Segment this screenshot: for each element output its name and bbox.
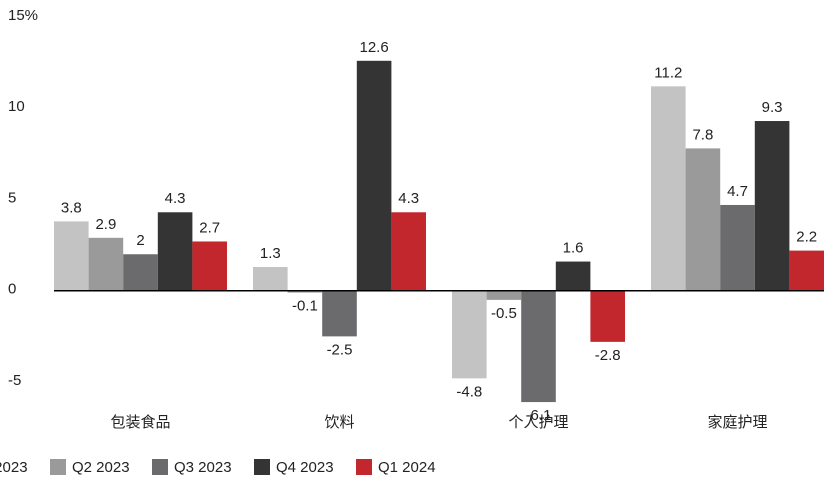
- bar: [685, 148, 721, 291]
- value-label: -2.8: [595, 347, 621, 364]
- y-tick-label: 0: [8, 281, 16, 298]
- value-label: 4.3: [165, 190, 186, 207]
- y-tick-label: 5: [8, 189, 16, 206]
- bar: [486, 290, 522, 300]
- value-label: 11.2: [654, 64, 682, 81]
- bar: [54, 221, 89, 291]
- value-label: -6.1: [526, 407, 552, 424]
- bar: [88, 237, 124, 291]
- bar: [287, 290, 323, 293]
- legend-label: Q3 2023: [174, 459, 232, 476]
- legend-label: Q1 2024: [378, 459, 436, 476]
- y-tick-label: 15%: [8, 7, 38, 24]
- bar: [123, 254, 158, 291]
- value-label: 4.3: [398, 190, 419, 207]
- bar: [157, 212, 193, 291]
- bar: [651, 86, 686, 291]
- value-label: 2: [136, 232, 144, 249]
- value-label: 2.7: [199, 219, 220, 236]
- bar: [253, 267, 288, 291]
- value-label: 2.2: [796, 229, 817, 246]
- bar: [590, 290, 625, 342]
- legend-label: Q2 2023: [72, 459, 130, 476]
- value-label: -2.5: [327, 341, 353, 358]
- bar: [555, 261, 591, 291]
- bar: [192, 241, 227, 291]
- bar: [356, 60, 392, 291]
- bar: [322, 290, 357, 337]
- y-tick-label: -5: [8, 372, 21, 389]
- value-label: 3.8: [61, 199, 82, 216]
- value-label: -4.8: [456, 383, 482, 400]
- value-label: 7.8: [692, 126, 713, 143]
- legend-label: Q4 2023: [276, 459, 334, 476]
- y-tick-label: 10: [8, 98, 25, 115]
- value-label: 12.6: [359, 39, 388, 56]
- x-tick-label: 个人护理: [508, 414, 568, 431]
- bar: [391, 212, 426, 291]
- value-label: 9.3: [762, 99, 783, 116]
- value-label: 2.9: [95, 216, 116, 233]
- value-label: -0.5: [491, 305, 517, 322]
- x-tick-label: 包装食品: [110, 414, 170, 431]
- x-tick-label: 饮料: [324, 414, 354, 431]
- x-tick-label: 家庭护理: [707, 414, 767, 431]
- value-label: 4.7: [727, 183, 748, 200]
- value-label: -0.1: [292, 298, 318, 315]
- value-label: 1.3: [260, 245, 281, 262]
- legend-swatch: [152, 459, 168, 475]
- legend-swatch: [254, 459, 270, 475]
- bar: [720, 204, 755, 291]
- legend-swatch: [50, 459, 66, 475]
- legend-swatch: [356, 459, 372, 475]
- bar: [521, 290, 556, 403]
- bar: [754, 121, 790, 291]
- bar: [789, 250, 824, 291]
- legend-label: Q1 2023: [0, 459, 28, 476]
- bar: [452, 290, 487, 379]
- value-label: 1.6: [563, 240, 584, 257]
